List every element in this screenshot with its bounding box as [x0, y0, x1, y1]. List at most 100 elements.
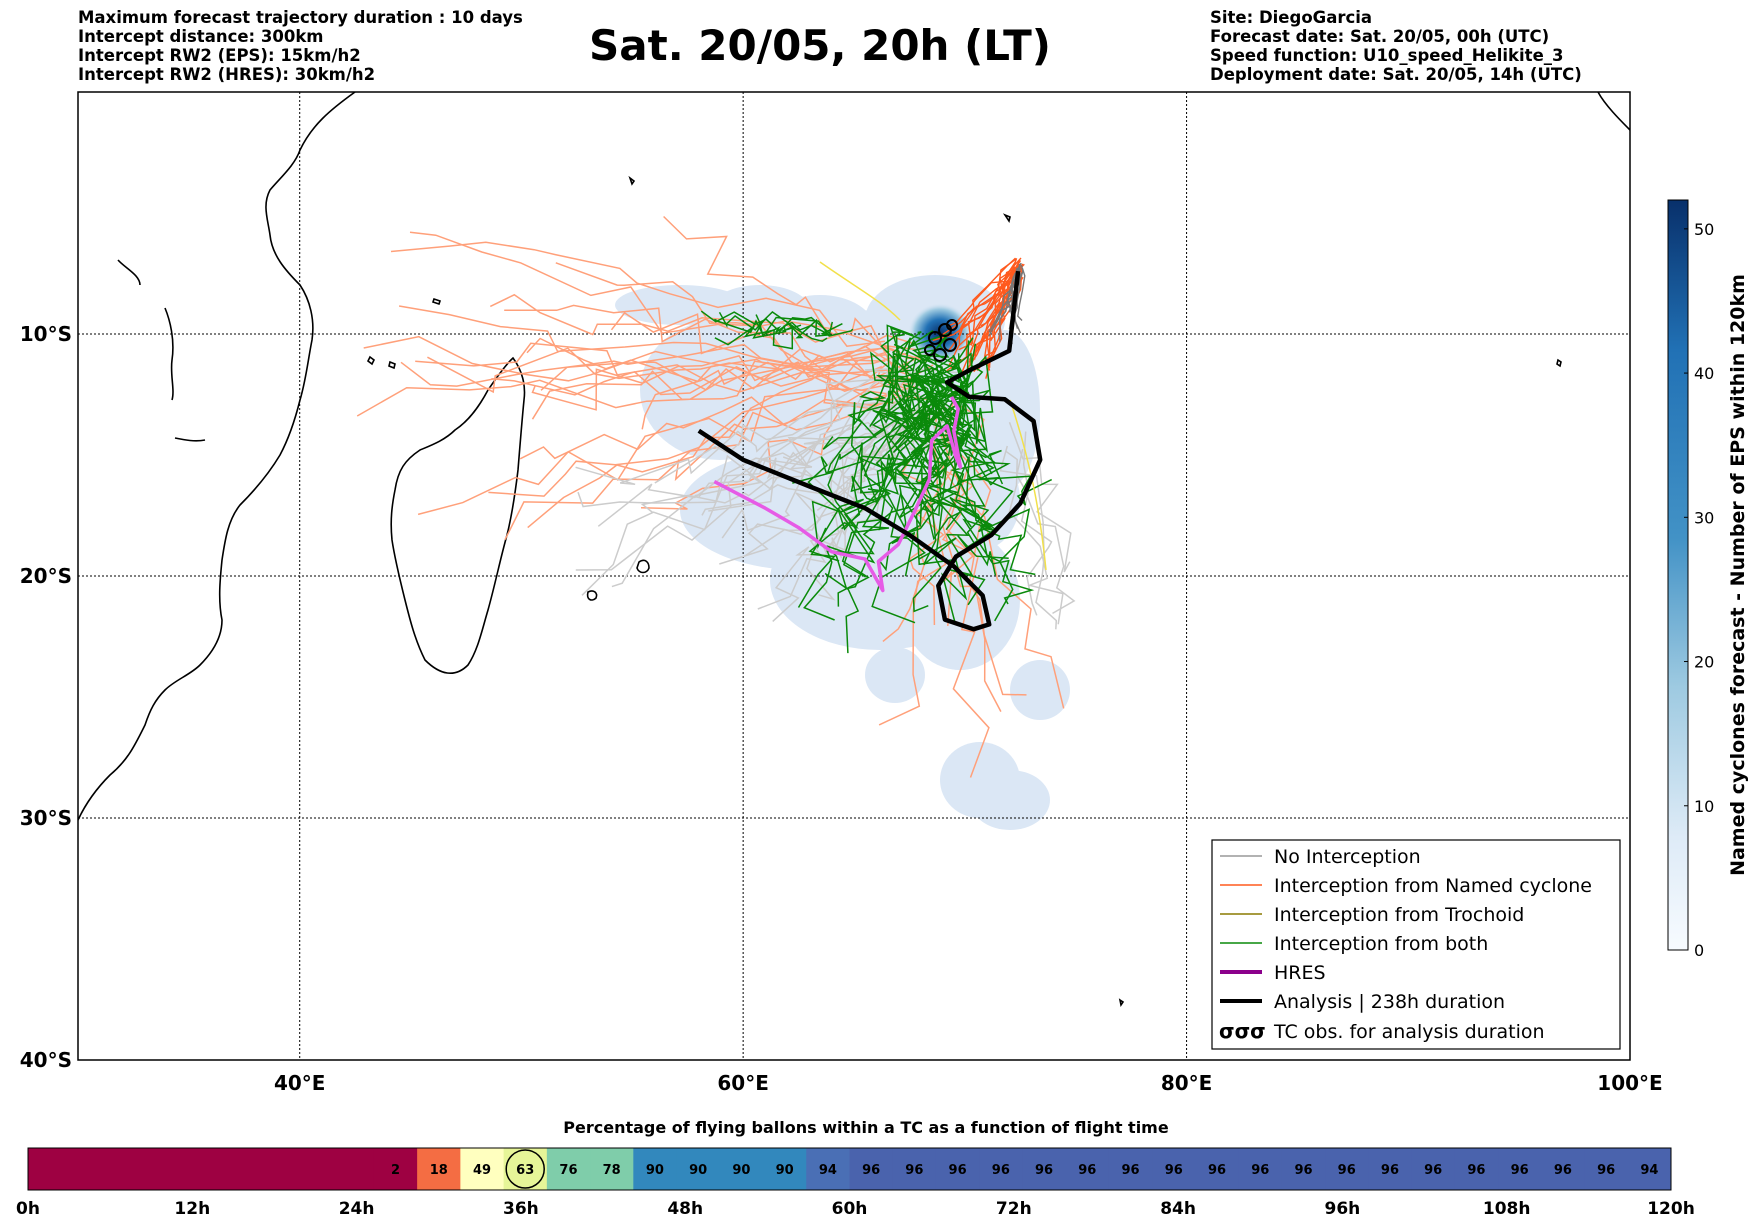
timeline-cell-label: 96 — [949, 1163, 967, 1178]
page-title: Sat. 20/05, 20h (LT) — [589, 21, 1051, 70]
colorbar-gradient — [1667, 199, 1689, 951]
timeline-cell — [849, 1148, 894, 1190]
timeline-tick-label: 36h — [503, 1199, 539, 1219]
timeline-cell — [719, 1148, 764, 1190]
timeline-cell — [806, 1148, 850, 1190]
legend-label-both: Interception from both — [1274, 933, 1488, 955]
timeline-cell — [28, 1148, 375, 1190]
timeline-tick-label: 0h — [16, 1199, 40, 1219]
timeline-title: Percentage of flying ballons within a TC… — [563, 1118, 1169, 1137]
timeline-cell — [892, 1148, 937, 1190]
header-right-line-1: Site: DiegoGarcia — [1210, 8, 1373, 27]
coastlines — [78, 92, 1630, 1008]
legend-label-trochoid: Interception from Trochoid — [1274, 904, 1524, 926]
traj-orange-member — [939, 257, 1016, 338]
trajectories-interception-both — [700, 310, 1053, 654]
y-tick-label: 40°S — [20, 1048, 72, 1072]
traj-green-member — [713, 316, 854, 338]
timeline-tick-label: 84h — [1160, 1199, 1196, 1219]
timeline-cell-label: 90 — [776, 1163, 794, 1178]
timeline-cell — [546, 1148, 591, 1190]
timeline-cell — [676, 1148, 721, 1190]
traj-green-member — [807, 350, 900, 550]
traj-gray-member — [581, 367, 901, 596]
traj-salmon-member — [531, 360, 888, 420]
hres-track — [713, 396, 963, 593]
traj-gray-member — [1008, 422, 1072, 573]
traj-salmon-member — [489, 293, 895, 351]
traj-green-member — [845, 378, 966, 654]
timeline-cell — [1627, 1148, 1672, 1190]
timeline-cell — [460, 1148, 505, 1190]
timeline-cell-label: 96 — [1424, 1163, 1442, 1178]
traj-salmon-member — [641, 334, 913, 430]
timeline-cell-label: 90 — [689, 1163, 707, 1178]
header-right-line-3: Speed function: U10_speed_Helikite_3 — [1210, 46, 1564, 65]
axis-tick-labels: 40°E 60°E 80°E 100°E 10°S 20°S 30°S 40°S — [20, 322, 1663, 1095]
timeline-tick-label: 96h — [1325, 1199, 1361, 1219]
header-left-line-3: Intercept RW2 (EPS): 15km/h2 — [78, 46, 361, 65]
timeline-cell-label: 96 — [1467, 1163, 1485, 1178]
traj-darkgray-member — [999, 262, 1022, 342]
tc-obs-symbols — [924, 319, 958, 362]
timeline-cell-label: 96 — [1338, 1163, 1356, 1178]
timeline-cell-label: 90 — [732, 1163, 750, 1178]
colorbar-tick-label: 50 — [1694, 220, 1714, 239]
traj-green-member — [895, 333, 972, 528]
y-tick-label: 10°S — [20, 322, 72, 346]
traj-green-member — [714, 325, 828, 350]
coast-lake-1 — [164, 307, 174, 401]
coast-reunion — [586, 590, 598, 601]
traj-green-member — [871, 381, 963, 624]
colorbar-tick-label: 40 — [1694, 364, 1714, 383]
timeline-cell — [633, 1148, 678, 1190]
traj-salmon-member — [398, 305, 919, 388]
traj-gray-member — [772, 425, 891, 622]
timeline-cell-label: 96 — [1251, 1163, 1269, 1178]
traj-gray-member — [1020, 431, 1053, 616]
timeline-tick-label: 120h — [1647, 1199, 1695, 1219]
timeline-cell — [1108, 1148, 1153, 1190]
timeline-cell-label: 96 — [905, 1163, 923, 1178]
timeline-cell-label: 96 — [1554, 1163, 1572, 1178]
traj-green-member — [803, 336, 948, 621]
timeline-cell-label: 96 — [862, 1163, 880, 1178]
traj-gray-member — [1005, 450, 1064, 625]
x-tick-label: 60°E — [717, 1071, 769, 1095]
coast-lake-3 — [174, 437, 206, 442]
colorbar-tick-label: 0 — [1694, 941, 1704, 960]
traj-salmon-member — [555, 262, 921, 351]
y-tick-label: 20°S — [20, 564, 72, 588]
traj-salmon-member — [959, 404, 1065, 709]
coast-mauritius — [636, 559, 650, 574]
header-left-line-2: Intercept distance: 300km — [78, 27, 324, 46]
coast-island-diego — [1556, 358, 1562, 368]
timeline-cell-label: 94 — [1640, 1163, 1658, 1178]
traj-salmon-member — [363, 335, 922, 387]
header-right-info: Site: DiegoGarcia Forecast date: Sat. 20… — [1210, 8, 1582, 84]
legend-box: σσσ No Interception Interception from Na… — [1211, 839, 1621, 1050]
timeline-cell-label: 63 — [516, 1163, 534, 1178]
timeline-tick-label: 72h — [996, 1199, 1032, 1219]
colorbar-tick-label: 10 — [1694, 797, 1714, 816]
colorbar-ticks: 0 10 20 30 40 50 — [1684, 220, 1714, 960]
coast-lake-2 — [117, 259, 141, 286]
traj-salmon-member — [938, 428, 990, 778]
trajectory-trochoid-yellow — [819, 261, 901, 321]
legend-label-hres: HRES — [1274, 962, 1326, 984]
timeline-frame — [27, 1147, 1672, 1191]
timeline-cell-label: 96 — [1597, 1163, 1615, 1178]
timeline-cell-label: 94 — [819, 1163, 837, 1178]
traj-darkgray-member — [1008, 264, 1024, 313]
legend-label-analysis: Analysis | 238h duration — [1274, 991, 1505, 1013]
timeline-ticks: 0h 12h 24h 36h 48h 60h 72h 84h 96h 108h 120h — [16, 1199, 1695, 1219]
timeline-cell — [590, 1148, 634, 1190]
traj-green-member — [837, 357, 925, 607]
timeline-cell — [1541, 1148, 1586, 1190]
timeline-cell-label: 96 — [1078, 1163, 1096, 1178]
traj-salmon-member — [663, 215, 900, 370]
traj-orange-member — [959, 263, 1025, 334]
timeline-cell-label: 96 — [992, 1163, 1010, 1178]
traj-orange-member — [958, 258, 1017, 351]
coast-africa — [78, 92, 356, 821]
